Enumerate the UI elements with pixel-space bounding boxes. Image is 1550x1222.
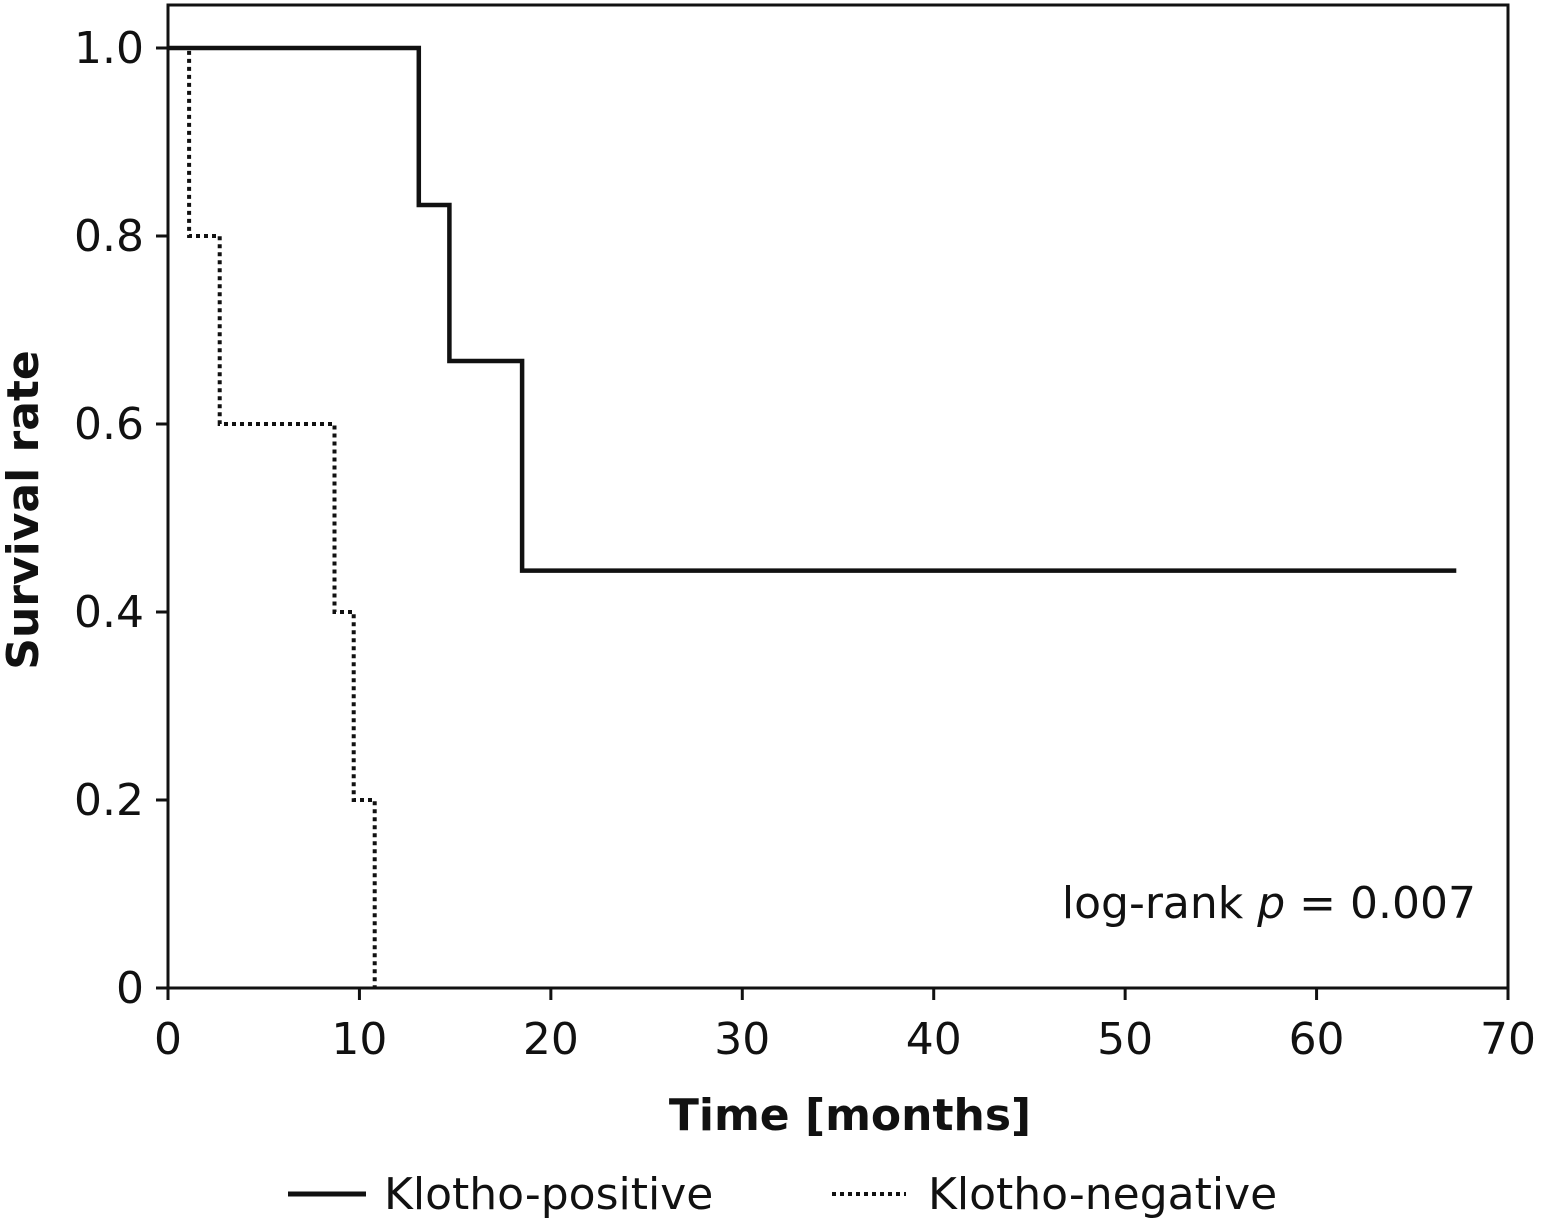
x-tick-label: 40 bbox=[906, 1014, 962, 1065]
x-tick-label: 20 bbox=[523, 1014, 579, 1065]
y-tick-label: 0 bbox=[116, 963, 144, 1014]
x-axis-title: Time [months] bbox=[669, 1090, 1031, 1141]
y-tick-label: 0.2 bbox=[74, 775, 144, 826]
annotation-value: = 0.007 bbox=[1285, 878, 1476, 929]
plot-frame bbox=[166, 3, 1510, 990]
y-tick-label: 1.0 bbox=[74, 23, 144, 74]
x-tick-label: 10 bbox=[331, 1014, 387, 1065]
tick-layer: 0 10 20 30 40 50 60 70 0 0.2 0.4 0.6 0.8 1.0 bbox=[74, 23, 1536, 1065]
legend-label-klotho-positive: Klotho-positive bbox=[384, 1169, 713, 1220]
series-line-klotho-positive bbox=[168, 45, 1457, 573]
annotation-p-symbol: p bbox=[1256, 878, 1285, 929]
annotation-prefix: log-rank bbox=[1062, 878, 1257, 929]
plot-frame-layer bbox=[166, 3, 1510, 990]
series-layer bbox=[168, 45, 1457, 988]
legend-label-klotho-negative: Klotho-negative bbox=[928, 1169, 1277, 1220]
y-tick-label: 0.4 bbox=[74, 587, 144, 638]
x-tick-label: 0 bbox=[154, 1014, 182, 1065]
x-tick-label: 60 bbox=[1289, 1014, 1345, 1065]
y-tick-label: 0.6 bbox=[74, 399, 144, 450]
x-tick-label: 30 bbox=[714, 1014, 770, 1065]
x-tick-label: 50 bbox=[1097, 1014, 1153, 1065]
x-tick-label: 70 bbox=[1480, 1014, 1536, 1065]
y-axis-title: Survival rate bbox=[0, 350, 49, 670]
y-tick-label: 0.8 bbox=[74, 211, 144, 262]
log-rank-annotation: log-rank p = 0.007 bbox=[1062, 878, 1476, 929]
legend: Klotho-positive Klotho-negative bbox=[288, 1169, 1277, 1220]
series-line-klotho-negative bbox=[168, 46, 377, 988]
